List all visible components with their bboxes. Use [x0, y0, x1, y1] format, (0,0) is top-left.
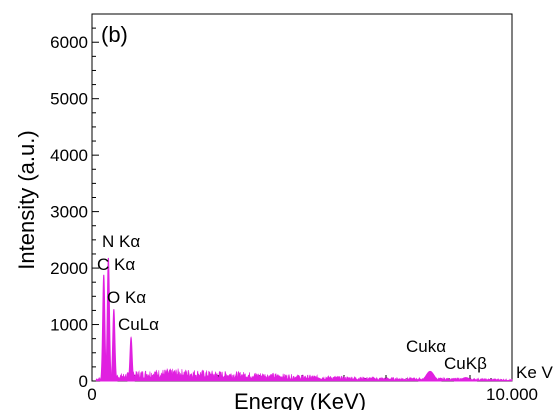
x-tick-label: 10.000	[486, 385, 538, 404]
y-tick-label: 5000	[50, 90, 88, 109]
peak	[453, 377, 478, 382]
y-tick-label: 6000	[50, 33, 88, 52]
x-tick-label: 0	[87, 385, 96, 404]
peaks	[100, 257, 478, 382]
y-tick-labels: 0 1000 2000 3000 4000 5000 6000	[50, 33, 88, 391]
y-tick-label: 3000	[50, 203, 88, 222]
peak-label: Cukα	[406, 337, 446, 356]
x-unit-label: Ke V	[516, 363, 554, 382]
peak-label: CuKβ	[444, 354, 487, 373]
x-axis-title: Energy (KeV)	[234, 389, 366, 410]
y-axis-title: Intensity (a.u.)	[14, 130, 39, 269]
peak-label: N Kα	[102, 232, 140, 251]
y-tick-label: 1000	[50, 316, 88, 335]
peak	[127, 336, 135, 382]
y-tick-label: 4000	[50, 146, 88, 165]
peak-label: C Kα	[97, 255, 135, 274]
peak	[104, 257, 113, 382]
panel-label: (b)	[101, 22, 128, 47]
y-tick-label: 0	[79, 372, 88, 391]
background-spectrum	[95, 368, 513, 382]
x-tick-labels: 0 10.000	[87, 385, 538, 404]
peak-label: O Kα	[107, 288, 146, 307]
peak-label: CuLα	[118, 315, 159, 334]
peak	[418, 370, 442, 382]
peak	[110, 309, 118, 382]
background-signal	[95, 368, 513, 382]
y-tick-label: 2000	[50, 259, 88, 278]
